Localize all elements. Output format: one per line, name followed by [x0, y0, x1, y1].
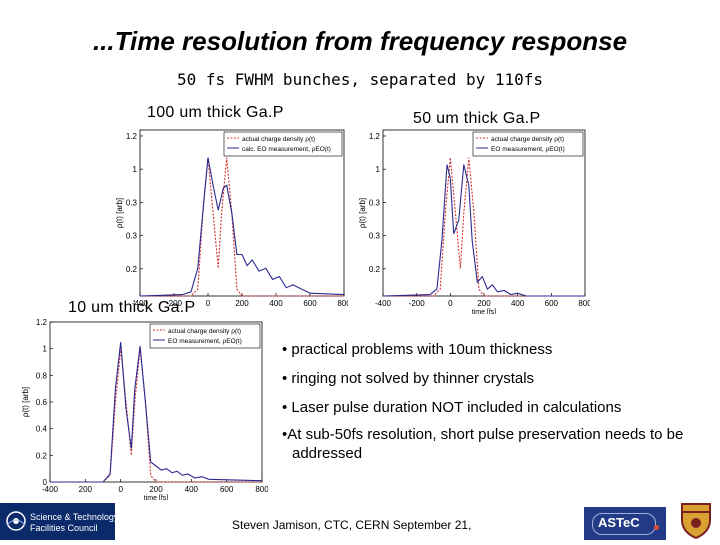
y-tick-label: 1: [133, 165, 138, 174]
series-line-actual: [383, 157, 585, 297]
chart-10um: -400 200 0 200 400 600 800 0 0.2 0.4 0.6 0.8 1 1.2 ρ(t…: [18, 316, 268, 500]
plot-label-100um: 100 um thick Ga.P: [147, 104, 284, 121]
legend-entry: EO measurement, ρEO(t): [491, 146, 565, 153]
legend-entry: actual charge density ρ(t): [168, 328, 241, 335]
bullet-item: • ringing not solved by thinner crystals: [282, 370, 535, 387]
bullet-list: • practical problems with 10um thickness…: [282, 340, 712, 471]
chart-50um-svg: -400 -200 0 200 400 600 800 0.2 0.3 0.3 1 1.2 ρ(t) […: [358, 129, 590, 314]
legend-entry: actual charge density ρ(t): [242, 136, 315, 143]
slide-subtitle: 50 fs FWHM bunches, separated by 110fs: [176, 70, 544, 89]
x-tick-label: 200: [235, 299, 249, 308]
y-axis-label: ρ(t) [arb]: [115, 198, 124, 228]
series-line-actual: [140, 157, 344, 297]
legend-box: [223, 131, 343, 157]
x-tick-label: 600: [303, 299, 317, 308]
x-tick-label: 200: [149, 485, 163, 494]
bullet-item: • practical problems with 10um thickness: [282, 341, 553, 358]
y-axis-label: ρ(t) [arb]: [358, 198, 367, 228]
legend-entry: actual charge density ρ(t): [491, 136, 564, 143]
y-tick-label: 0.3: [126, 232, 138, 241]
legend-box: [149, 323, 261, 349]
plot-label-50um: 50 um thick Ga.P: [413, 110, 541, 127]
plot-frame: [49, 321, 263, 483]
x-tick-label: 200: [477, 299, 491, 308]
university-crest-icon: [676, 498, 716, 540]
astec-logo: ASTeC: [584, 507, 666, 540]
x-tick-label: -400: [42, 485, 59, 494]
astec-logo-text: ASTeC: [598, 515, 640, 530]
y-tick-label: 1.2: [369, 132, 381, 141]
footer-author: Steven Jamison, CTC, CERN September 21,: [232, 518, 472, 532]
plot-label-10um: 10 um thick Ga.P: [68, 299, 196, 316]
legend-entry: calc. EO measurement, ρEO(t): [242, 146, 331, 153]
stfc-logo-line1: Science & Technology: [30, 512, 119, 522]
series-line-eo: [50, 341, 263, 483]
x-tick-label: -200: [409, 299, 426, 308]
plot-frame: [382, 129, 586, 297]
y-tick-label: 0.2: [369, 265, 381, 274]
y-tick-label: 1.2: [126, 132, 138, 141]
plot-frame: [139, 129, 345, 297]
x-tick-label: 600: [220, 485, 234, 494]
stfc-logo-line2: Facilities Council: [30, 523, 98, 533]
series-line-eo: [139, 157, 345, 297]
x-tick-label: 400: [511, 299, 525, 308]
x-axis-label: time [fs]: [472, 309, 497, 314]
y-tick-label: 1: [376, 165, 381, 174]
chart-100um-svg: -400 -200 0 200 400 600 800 0.2 0.3 0.3 1 1.2 ρ(t) […: [115, 129, 348, 308]
chart-50um: -400 -200 0 200 400 600 800 0.2 0.3 0.3 1 1.2 ρ(t) […: [355, 124, 590, 314]
legend-box: [472, 131, 584, 157]
x-tick-label: 800: [578, 299, 590, 308]
x-tick-label: 800: [337, 299, 348, 308]
stfc-emblem-icon: [6, 511, 26, 531]
y-tick-label: 0.3: [126, 198, 138, 207]
stfc-logo: Science & Technology Facilities Council: [0, 503, 119, 540]
y-tick-label: 0: [43, 478, 48, 487]
legend-entry: EO measurement, ρEO(t): [168, 338, 242, 345]
bullet-item: • Laser pulse duration NOT included in c…: [282, 399, 622, 416]
y-tick-label: 0.2: [126, 265, 138, 274]
astec-dot-icon: [654, 525, 659, 530]
y-tick-label: 0.3: [369, 198, 381, 207]
y-axis-label: ρ(t) [arb]: [21, 387, 30, 417]
x-tick-label: 800: [255, 485, 268, 494]
slide-title: ...Time resolution from frequency respon…: [92, 26, 628, 56]
y-tick-label: 0.4: [36, 425, 48, 434]
y-tick-label: 0.2: [36, 451, 48, 460]
x-tick-label: 400: [185, 485, 199, 494]
x-tick-label: 200: [79, 485, 93, 494]
series-line-eo: [382, 164, 585, 297]
bullet-item: •At sub-50fs resolution, short pulse pre…: [282, 426, 684, 462]
x-tick-label: 400: [269, 299, 283, 308]
chart-100um: -400 -200 0 200 400 600 800 0.2 0.3 0.3 1 1.2 ρ(t) […: [112, 124, 348, 308]
y-tick-label: 1: [43, 345, 48, 354]
x-tick-label: 0: [206, 299, 211, 308]
x-tick-label: 600: [545, 299, 559, 308]
y-tick-label: 0.8: [36, 371, 48, 380]
x-tick-label: -400: [375, 299, 392, 308]
x-tick-label: 0: [118, 485, 123, 494]
x-tick-label: 0: [448, 299, 453, 308]
x-tick-label: -400: [132, 299, 149, 308]
x-axis-label: time [fs]: [144, 495, 169, 500]
y-tick-label: 1.2: [36, 318, 48, 327]
chart-10um-svg: -400 200 0 200 400 600 800 0 0.2 0.4 0.6 0.8 1 1.2 ρ(t…: [21, 318, 268, 500]
y-tick-label: 0.3: [369, 232, 381, 241]
x-tick-label: -200: [166, 299, 183, 308]
y-tick-label: 0.6: [36, 398, 48, 407]
